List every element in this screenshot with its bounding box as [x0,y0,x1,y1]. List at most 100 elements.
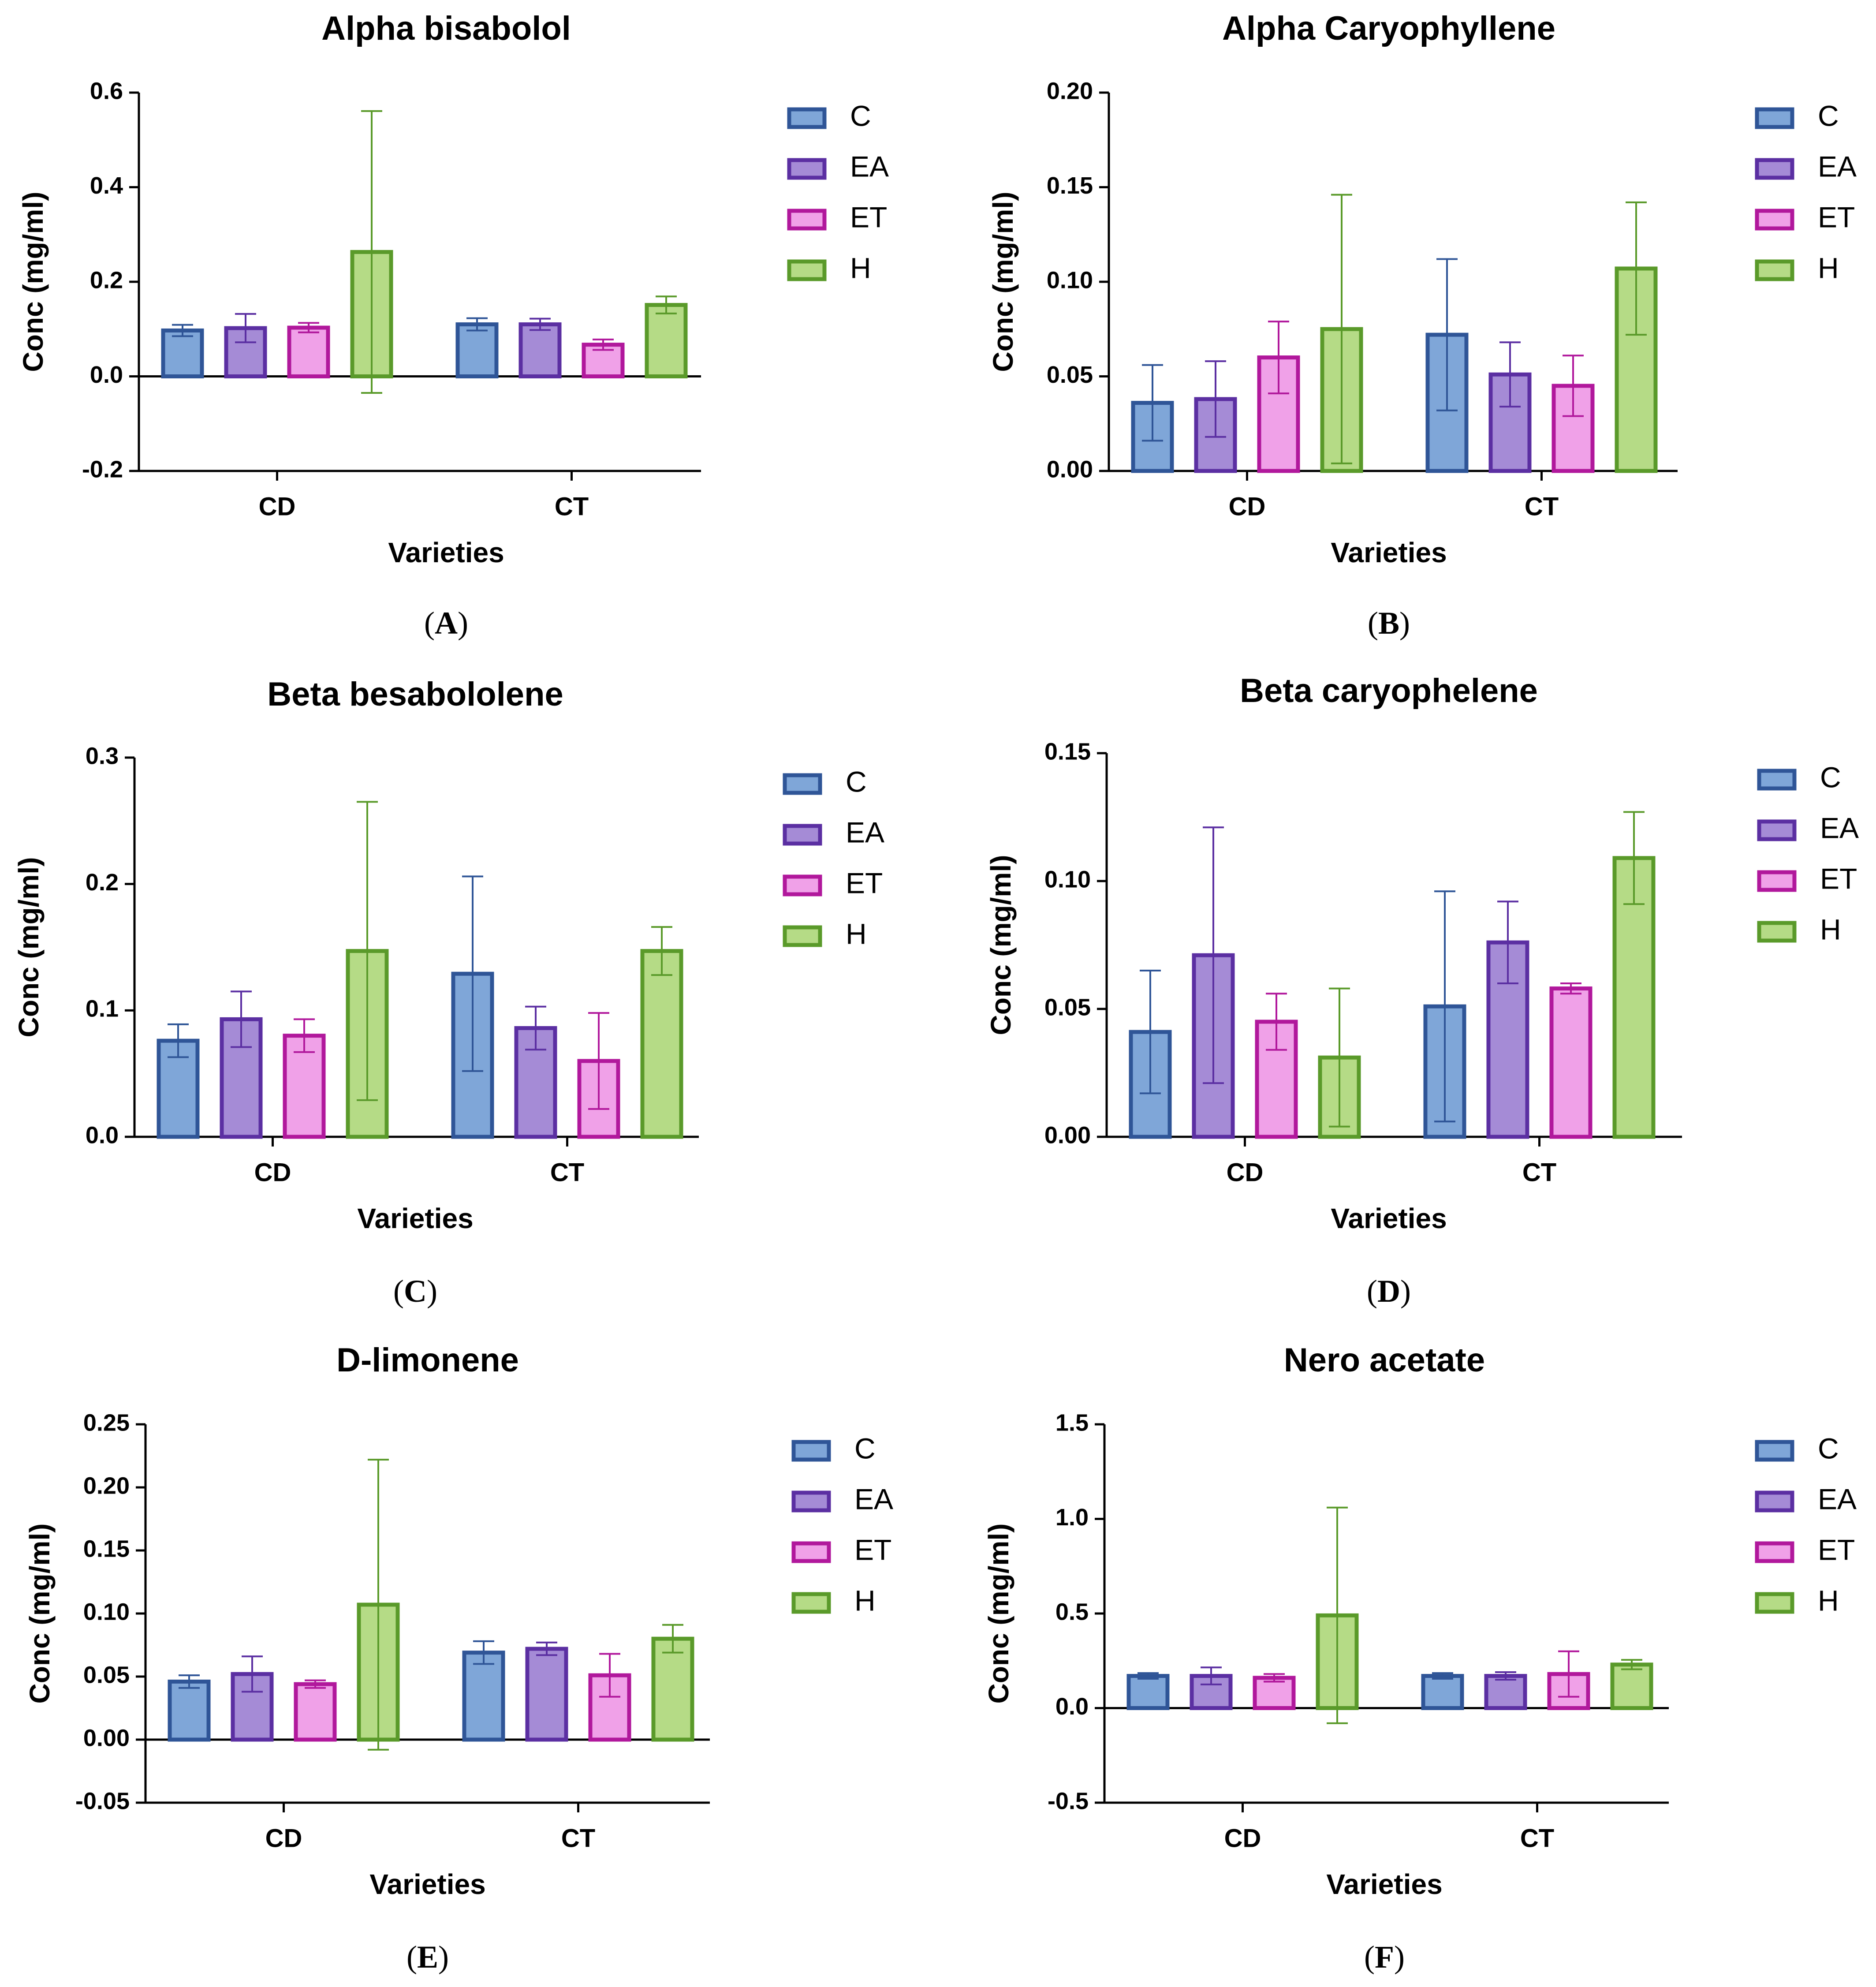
caption-open-paren: ( [1367,1274,1377,1309]
y-tick-label: 0.00 [1047,456,1093,482]
y-tick-label: 0.25 [83,1409,130,1436]
panel-caption: (A) [424,605,468,641]
bar-c-cd [168,1679,211,1742]
x-tick-label: CT [1525,492,1559,521]
y-tick-label: 1.5 [1055,1409,1089,1436]
legend-swatch-c [1755,107,1794,129]
legend-swatch-h [791,1592,831,1614]
legend-swatch-ea [1757,819,1797,841]
caption-open-paren: ( [1364,1939,1375,1975]
legend-swatch-et [1757,870,1797,892]
y-tick-label: 0.0 [86,1122,119,1148]
legend-swatch-c [787,107,827,129]
caption-open-paren: ( [1368,605,1378,641]
x-tick-label: CD [1224,1824,1261,1853]
y-tick-label: 0.05 [1047,362,1093,388]
caption-letter: C [404,1274,427,1309]
bar-et-cd [287,325,330,378]
x-tick-label: CD [1227,1158,1264,1187]
x-tick-label: CD [265,1824,302,1853]
chart-panel-f: Nero acetate -0.5 0.0 0.5 1.0 1.5 Conc (mg/ml)… [983,1341,1857,1974]
bar-h-ct [1610,1662,1653,1711]
x-tick-label: CD [254,1158,291,1187]
y-tick-label: 0.5 [1055,1599,1089,1625]
legend-label-ea: EA [854,1483,893,1515]
caption-letter: A [435,605,458,641]
caption-open-paren: ( [407,1939,417,1975]
y-tick-label: -0.2 [82,456,123,482]
y-tick-label: 0.00 [83,1725,130,1751]
legend-label-ea: EA [846,816,884,848]
y-axis-label: Conc (mg/ml) [987,192,1019,372]
y-tick-label: 0.05 [83,1662,130,1688]
y-tick-label: 0.0 [90,362,123,388]
legend-swatch-ea [783,824,822,846]
y-tick-label: -0.05 [75,1788,130,1814]
chart-title: Beta besabololene [267,676,563,713]
legend-label-c: C [1818,1432,1839,1464]
legend-swatch-c [791,1440,831,1462]
caption-letter: F [1375,1939,1394,1975]
y-axis-label: Conc (mg/ml) [985,855,1017,1035]
chart-title: Alpha bisabolol [321,10,571,47]
caption-close-paren: ) [1400,1274,1411,1309]
caption-open-paren: ( [424,605,435,641]
caption-close-paren: ) [1399,605,1410,641]
legend-swatch-h [787,259,827,281]
y-tick-label: 0.6 [90,78,123,104]
legend-label-c: C [854,1432,876,1464]
x-axis-label: Varieties [369,1868,485,1900]
legend-swatch-h [1755,1592,1794,1614]
y-tick-label: 0.15 [1047,172,1093,199]
y-tick-label: 0.0 [1055,1693,1089,1720]
bar-c-cd [161,328,204,379]
chart-title: Beta caryophelene [1240,672,1538,710]
x-axis-label: Varieties [388,537,504,568]
y-axis-label: Conc (mg/ml) [24,1524,56,1704]
legend-label-c: C [1820,761,1841,793]
caption-letter: E [417,1939,438,1975]
legend-swatch-et [787,209,827,231]
chart-title: D-limonene [336,1341,519,1379]
legend-label-h: H [1818,1584,1839,1617]
panel-caption: (F) [1364,1939,1405,1975]
y-tick-label: 0.20 [1047,78,1093,104]
bar-ea-ct [1484,1674,1527,1711]
y-tick-label: 0.05 [1044,994,1091,1020]
legend-swatch-c [1755,1440,1794,1462]
chart-title: Nero acetate [1284,1341,1485,1379]
x-tick-label: CD [1229,492,1266,521]
panel-caption: (E) [407,1939,449,1975]
y-tick-label: 0.10 [1044,866,1091,893]
y-tick-label: 0.1 [86,996,119,1022]
y-tick-label: 0.15 [1044,738,1091,765]
panel-caption: (D) [1367,1274,1411,1309]
chart-panel-e: D-limonene -0.05 0.00 0.05 0.10 0.15 0.20 0.25 C… [24,1341,893,1974]
legend-swatch-h [783,925,822,947]
x-tick-label: CT [1522,1158,1556,1187]
bar-c-ct [1421,1674,1464,1711]
y-tick-label: 0.2 [90,267,123,293]
caption-close-paren: ) [1394,1939,1405,1975]
x-tick-label: CT [555,492,589,521]
bar-c-ct [455,322,499,379]
y-tick-label: 0.2 [86,869,119,896]
legend-label-ea: EA [850,150,889,183]
legend-label-et: ET [846,867,883,899]
bar-h-ct [651,1636,694,1742]
legend-swatch-c [1757,769,1797,791]
x-tick-label: CT [550,1158,584,1187]
bar-h-ct [645,303,688,378]
chart-panel-c: Beta besabololene 0.0 0.1 0.2 0.3 Conc (mg/ml… [13,676,884,1308]
legend-swatch-h [1755,259,1794,281]
legend-label-h: H [850,251,871,284]
legend-label-h: H [846,917,867,950]
x-axis-label: Varieties [1331,537,1447,568]
panel-caption: (B) [1368,605,1410,641]
legend-label-c: C [1818,99,1839,132]
x-axis-label: Varieties [1326,1868,1442,1900]
legend-swatch-ea [791,1490,831,1513]
legend-label-c: C [846,765,867,798]
bar-et-ct [1549,986,1593,1139]
legend-label-h: H [854,1584,876,1617]
